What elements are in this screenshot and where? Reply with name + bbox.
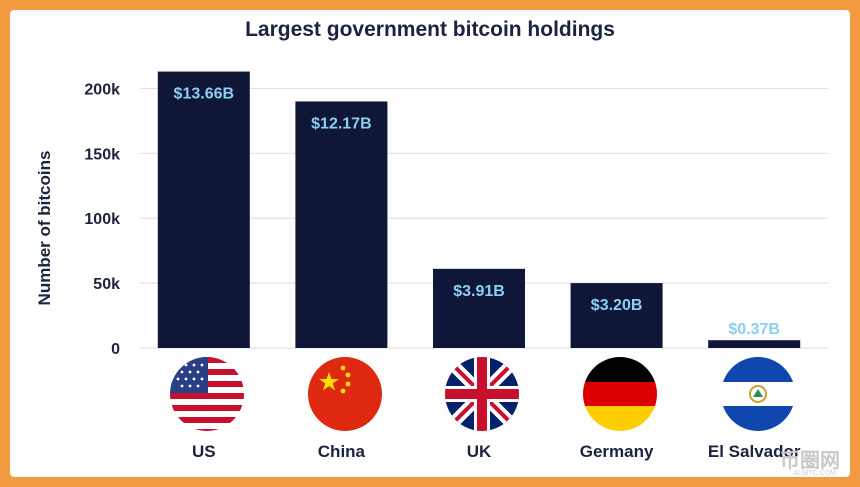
x-tick-label: El Salvador — [708, 442, 801, 461]
bar-value-label: $3.91B — [453, 283, 505, 300]
x-tick-label: UK — [467, 442, 492, 461]
bar-el-salvador — [708, 340, 801, 348]
bar-chart: $13.66B $12.17B $3.91B $3.20B $0.37B — [84, 71, 828, 461]
x-tick-label: China — [318, 442, 366, 461]
y-tick-label: 50k — [93, 276, 120, 293]
chart-title: Largest government bitcoin holdings — [245, 18, 615, 41]
bar-value-label: $12.17B — [311, 115, 372, 132]
watermark-subtext: ALIBTC.COM — [793, 470, 836, 477]
bar-uk — [433, 268, 525, 348]
watermark-logo: 币圈网 — [780, 450, 840, 472]
y-tick-label: 150k — [84, 146, 120, 163]
bar-china — [295, 101, 388, 348]
uk-flag-icon — [445, 357, 519, 431]
bar-value-label: $13.66B — [174, 86, 235, 103]
chart-frame: Largest government bitcoin holdings Numb… — [10, 10, 850, 477]
bar-us — [157, 71, 250, 348]
bar-value-label: $3.20B — [591, 297, 643, 314]
us-flag-icon — [170, 357, 244, 431]
y-tick-label: 100k — [84, 211, 120, 228]
china-flag-icon — [308, 357, 382, 431]
el-salvador-flag-icon — [721, 357, 795, 431]
x-tick-label: US — [192, 442, 216, 461]
x-tick-label: Germany — [580, 442, 654, 461]
germany-flag-icon — [583, 357, 657, 431]
bar-value-label: $0.37B — [728, 321, 780, 338]
y-tick-label: 0 — [111, 341, 120, 358]
bar-germany — [570, 283, 663, 348]
y-tick-label: 200k — [84, 81, 120, 98]
